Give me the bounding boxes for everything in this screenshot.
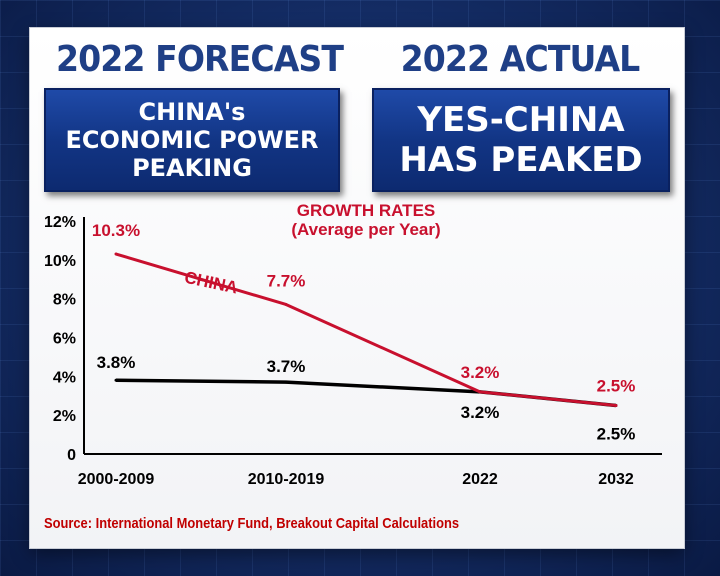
forecast-heading: 2022 FORECAST: [56, 39, 344, 80]
china-data-point: [614, 403, 618, 407]
china-series-line: [115, 252, 617, 407]
chart-title: GROWTH RATES: [297, 201, 436, 220]
x-tick-label: 2022: [462, 471, 498, 488]
y-tick-label: 10%: [44, 253, 76, 270]
china-data-label: 3.2%: [461, 363, 500, 382]
y-tick-label: 8%: [53, 292, 76, 309]
growth-rates-chart: GROWTH RATES (Average per Year) 0 2% 4% 6% 8…: [44, 201, 662, 488]
y-tick-label: 12%: [44, 214, 76, 231]
chart-subtitle: (Average per Year): [291, 220, 440, 239]
china-data-point: [114, 252, 118, 256]
china-data-label: 7.7%: [267, 271, 306, 290]
x-tick-label: 2010-2019: [248, 471, 325, 488]
other-data-label: 2.5%: [597, 424, 636, 443]
forecast-box-line-3: PEAKING: [132, 154, 252, 182]
actual-box: YES-CHINA HAS PEAKED: [372, 88, 670, 192]
slide-card: 2022 FORECAST 2022 ACTUAL CHINA's ECONOM…: [30, 28, 684, 548]
x-tick-label: 2032: [598, 471, 634, 488]
forecast-box: CHINA's ECONOMIC POWER PEAKING: [44, 88, 340, 192]
y-tick-label: 6%: [53, 331, 76, 348]
china-series-name: CHINA: [183, 268, 240, 298]
china-data-label: 2.5%: [597, 376, 636, 395]
actual-heading: 2022 ACTUAL: [400, 39, 641, 80]
forecast-box-line-2: ECONOMIC POWER: [65, 126, 319, 154]
forecast-box-line-1: CHINA's: [138, 98, 246, 126]
other-data-point: [114, 378, 118, 382]
y-tick-label: 4%: [53, 369, 76, 386]
china-data-point: [284, 302, 288, 306]
chart-series: [114, 252, 618, 408]
other-data-label: 3.8%: [97, 353, 136, 372]
actual-box-line-1: YES-CHINA: [417, 100, 625, 140]
other-data-label: 3.2%: [461, 403, 500, 422]
chart-data-labels: CHINA 10.3% 7.7% 3.2% 2.5% 3.8% 3.7% 3.2% 2.5%: [92, 221, 635, 443]
x-tick-label: 2000-2009: [78, 471, 155, 488]
other-data-label: 3.7%: [267, 357, 306, 376]
other-series-line: [115, 378, 617, 408]
y-tick-label: 0: [67, 447, 76, 464]
source-note: Source: International Monetary Fund, Bre…: [44, 515, 460, 532]
china-data-label: 10.3%: [92, 221, 140, 240]
other-data-point: [284, 380, 288, 384]
y-tick-label: 2%: [53, 408, 76, 425]
china-data-point: [478, 390, 482, 394]
actual-box-line-2: HAS PEAKED: [399, 140, 643, 180]
chart-axes: 0 2% 4% 6% 8% 10% 12% 2000-2009 2010-2019 2022 203…: [44, 214, 662, 488]
